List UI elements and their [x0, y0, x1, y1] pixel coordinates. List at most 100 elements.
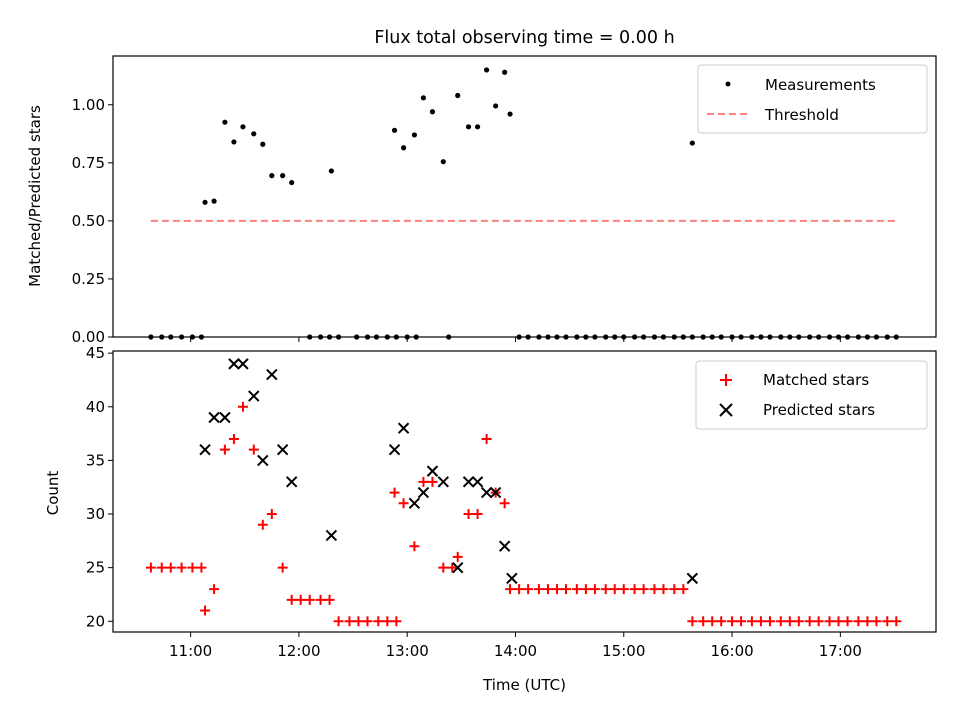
matched-stars-point	[618, 584, 629, 595]
measurement-point	[455, 92, 461, 99]
measurement-point	[231, 139, 237, 145]
measurement-point	[429, 109, 436, 115]
matched-stars-point	[447, 562, 458, 573]
matched-stars-point	[891, 616, 902, 627]
bottom-axes: 20 25 30 35 40 45 11:00 12:00 13:00 14:00 15:00 16:…	[86, 344, 862, 660]
matched-stars-point	[698, 616, 709, 627]
top-legend: Measurements Threshold	[697, 64, 928, 134]
top-y-axis-label: Matched/Predicted stars	[26, 105, 44, 287]
matched-stars-point	[533, 584, 544, 595]
bottom-y-axis-label: Count	[44, 471, 62, 516]
y-tick-label: 0.25	[72, 270, 105, 288]
matched-stars-point	[755, 616, 766, 627]
bottom-plot-frame	[112, 350, 937, 633]
predicted-stars-point	[257, 454, 269, 467]
predicted-stars-point	[452, 561, 464, 574]
bottom-legend: Matched stars Predicted stars	[695, 360, 928, 430]
y-tick-label: 0.50	[72, 212, 105, 230]
predicted-stars-point	[426, 465, 439, 477]
top-plot-marks	[148, 67, 899, 340]
matched-stars-point	[542, 584, 553, 595]
matched-stars-point	[589, 584, 600, 595]
matched-stars-point	[784, 616, 795, 627]
matched-stars-point	[813, 616, 824, 627]
x-tick-label: 17:00	[819, 642, 862, 660]
measurement-point	[400, 145, 407, 151]
matched-stars-point	[353, 616, 364, 627]
predicted-stars-point	[437, 476, 449, 488]
x-tick-label: 16:00	[710, 642, 753, 660]
y-tick-label: 1.00	[72, 96, 105, 114]
legend-predicted-label: Predicted stars	[763, 401, 875, 419]
measurement-point	[202, 199, 208, 205]
matched-stars-point	[427, 476, 438, 487]
matched-stars-point	[678, 584, 689, 595]
matched-stars-point	[871, 616, 882, 627]
measurement-point	[328, 168, 334, 174]
matched-stars-point	[389, 487, 400, 498]
matched-stars-point	[707, 616, 718, 627]
matched-stars-point	[333, 616, 344, 627]
measurement-point	[502, 69, 508, 75]
matched-stars-point	[196, 562, 207, 573]
matched-stars-point	[687, 616, 698, 627]
predicted-stars-point	[498, 540, 511, 552]
matched-stars-point	[746, 616, 757, 627]
measurement-point	[689, 140, 695, 146]
top-plot-panel: 0.00 0.25 0.50 0.75 1.00 Measurements Thresh…	[72, 55, 937, 346]
measurement-point	[240, 124, 246, 130]
matched-stars-point	[571, 584, 582, 595]
measurement-point	[211, 198, 217, 204]
x-tick-label: 15:00	[602, 642, 645, 660]
matched-stars-point	[649, 584, 660, 595]
predicted-stars-point	[266, 368, 278, 381]
y-tick-label: 40	[86, 398, 105, 416]
predicted-stars-point	[686, 572, 699, 585]
matched-stars-point	[304, 594, 315, 605]
matched-stars-point	[669, 584, 680, 595]
measurement-point	[280, 172, 286, 179]
matched-stars-point	[463, 509, 474, 520]
matched-stars-point	[736, 616, 747, 627]
predicted-stars-point	[228, 358, 240, 370]
matched-stars-point	[514, 584, 525, 595]
top-axes: 0.00 0.25 0.50 0.75 1.00	[72, 96, 841, 346]
measurement-point	[289, 179, 295, 186]
matched-stars-point	[833, 616, 844, 627]
matched-stars-point	[145, 562, 156, 573]
matched-stars-point	[200, 605, 211, 616]
matched-stars-point	[523, 584, 534, 595]
matched-stars-point	[452, 551, 463, 562]
predicted-stars-point	[417, 486, 430, 499]
predicted-stars-point	[208, 411, 220, 424]
matched-stars-point	[882, 616, 893, 627]
x-tick-label: 14:00	[494, 642, 537, 660]
y-tick-label: 45	[86, 344, 105, 362]
matched-stars-point	[804, 616, 815, 627]
legend-matched-label: Matched stars	[763, 371, 869, 389]
predicted-stars-point	[408, 497, 421, 510]
predicted-stars-point	[199, 443, 211, 456]
legend-predicted-marker	[719, 403, 733, 417]
predicted-stars-point	[388, 443, 401, 456]
legend-measurements-marker	[725, 81, 731, 87]
matched-stars-point	[629, 584, 640, 595]
measurement-point	[483, 67, 490, 73]
y-tick-label: 0.00	[72, 328, 105, 346]
matched-stars-point	[418, 476, 429, 487]
x-tick-label: 13:00	[386, 642, 429, 660]
legend-matched-marker	[720, 374, 732, 386]
matched-stars-point	[362, 616, 373, 627]
matched-stars-point	[438, 562, 449, 573]
legend-threshold-label: Threshold	[764, 106, 839, 124]
bottom-plot-panel: 20 25 30 35 40 45 11:00 12:00 13:00 14:00 15:00 16:…	[86, 344, 937, 660]
top-plot-frame	[112, 55, 937, 338]
matched-stars-point	[862, 616, 873, 627]
measurement-point	[391, 127, 398, 133]
predicted-stars-point	[285, 476, 298, 488]
measurement-point	[465, 124, 472, 130]
matched-stars-point	[824, 616, 835, 627]
matched-stars-point	[277, 562, 288, 573]
matched-stars-point	[324, 594, 335, 605]
measurement-point	[251, 131, 257, 137]
